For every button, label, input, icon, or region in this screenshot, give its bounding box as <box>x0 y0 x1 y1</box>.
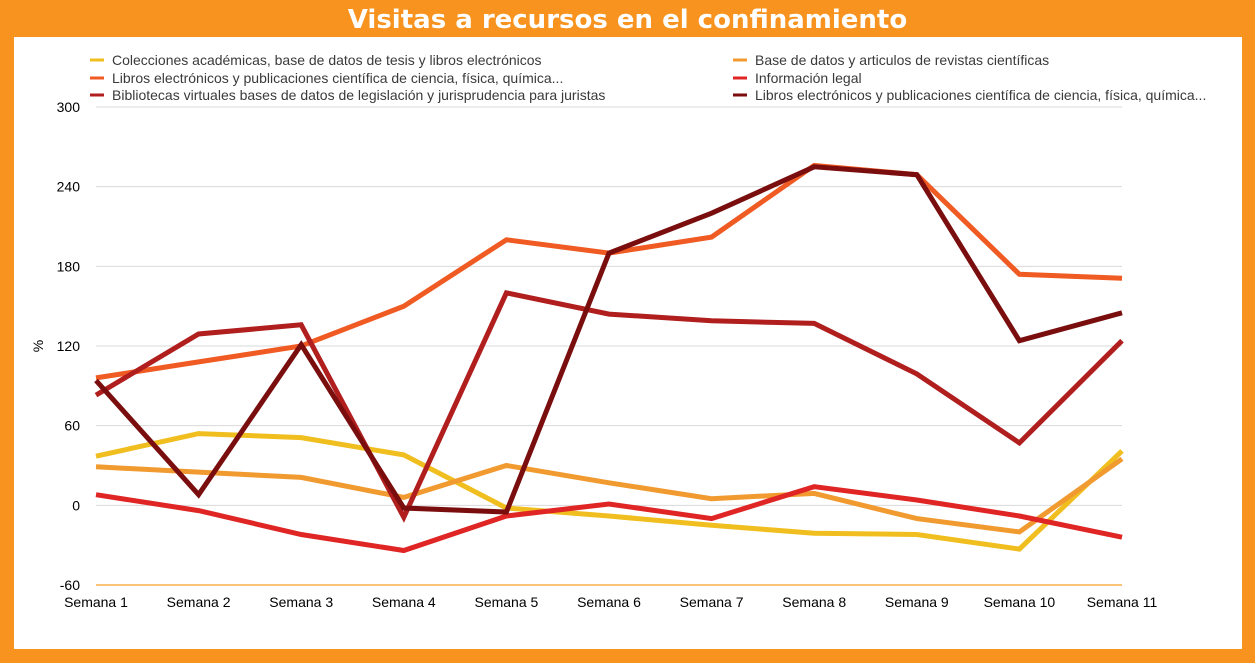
x-tick-label: Semana 2 <box>167 594 231 610</box>
x-tick-label: Semana 7 <box>680 594 744 610</box>
gridlines <box>96 106 1122 586</box>
legend-label: Colecciones académicas, base de datos de… <box>112 52 542 68</box>
x-tick-label: Semana 11 <box>1087 594 1158 610</box>
plot-panel <box>14 37 1242 649</box>
y-tick-label: 180 <box>57 258 81 274</box>
legend-label: Base de datos y articulos de revistas ci… <box>755 52 1049 68</box>
series-line-5 <box>94 290 1124 523</box>
chart-title: Visitas a recursos en el confinamiento <box>347 5 908 35</box>
series-line-2 <box>95 456 1124 535</box>
x-tick-label: Semana 5 <box>474 594 538 610</box>
y-tick-label: 120 <box>57 338 81 354</box>
series-line-6 <box>94 164 1123 515</box>
x-tick-label: Semana 4 <box>372 594 436 610</box>
legend-item: Base de datos y articulos de revistas ci… <box>733 52 1049 68</box>
x-axis-ticks: Semana 1 Semana 2 Semana 3 Semana 4 Semana 5… <box>64 594 1157 610</box>
y-tick-label: 60 <box>64 418 80 434</box>
series-line-4 <box>95 484 1123 554</box>
legend-item: Colecciones académicas, base de datos de… <box>90 52 542 68</box>
legend-item: Libros electrónicos y publicaciones cien… <box>733 87 1206 103</box>
x-tick-label: Semana 3 <box>269 594 333 610</box>
y-axis-label: % <box>30 340 46 352</box>
legend: Colecciones académicas, base de datos de… <box>90 52 1206 103</box>
x-tick-label: Semana 1 <box>64 594 128 610</box>
x-tick-label: Semana 9 <box>885 594 949 610</box>
legend-label: Bibliotecas virtuales bases de datos de … <box>112 87 605 103</box>
series-line-1 <box>95 431 1124 552</box>
legend-item: Libros electrónicos y publicaciones cien… <box>90 70 563 86</box>
y-tick-label: 0 <box>72 497 80 513</box>
y-axis-ticks: -60 0 60 120 180 240 300 <box>57 99 81 593</box>
legend-item: Bibliotecas virtuales bases de datos de … <box>90 87 605 103</box>
y-tick-label: -60 <box>60 577 80 593</box>
x-tick-label: Semana 8 <box>782 594 846 610</box>
legend-item: Información legal <box>733 70 862 86</box>
legend-label: Información legal <box>755 70 862 86</box>
x-tick-label: Semana 6 <box>577 594 641 610</box>
y-tick-label: 240 <box>57 179 81 195</box>
y-tick-label: 300 <box>57 99 81 115</box>
legend-label: Libros electrónicos y publicaciones cien… <box>755 87 1206 103</box>
series-lines <box>94 162 1124 554</box>
legend-label: Libros electrónicos y publicaciones cien… <box>112 70 563 86</box>
x-tick-label: Semana 10 <box>984 594 1056 610</box>
